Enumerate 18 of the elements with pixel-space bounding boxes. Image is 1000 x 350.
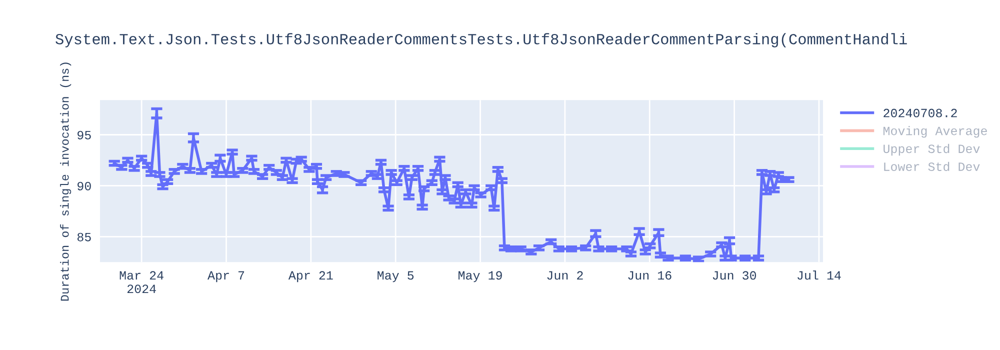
x-tick-label: Apr 21 xyxy=(288,271,333,282)
y-axis-title: Duration of single invocation (ns) xyxy=(60,62,72,301)
y-tick-label: 85 xyxy=(77,232,91,242)
chart-title: System.Text.Json.Tests.Utf8JsonReaderCommentsTests.Utf8JsonReaderCommentParsing(CommentHandli xyxy=(56,33,907,48)
x-tick-label: Apr 7 xyxy=(208,271,244,282)
legend-label: Upper Std Dev xyxy=(884,144,980,156)
x-tick-label: Mar 24 2024 xyxy=(120,271,164,294)
x-tick-label: Jun 30 xyxy=(712,271,756,280)
y-tick-label: 90 xyxy=(78,182,91,190)
legend-label: Moving Average xyxy=(884,126,987,138)
legend-label: 20240708.2 xyxy=(884,108,957,118)
x-tick-label: May 5 xyxy=(378,271,414,282)
y-tick-label: 95 xyxy=(78,130,91,140)
x-tick-label: Jun 2 xyxy=(547,271,583,280)
x-tick-label: Jul 14 xyxy=(798,270,841,280)
x-tick-label: Jun 16 xyxy=(628,271,672,280)
legend-label: Lower Std Dev xyxy=(884,162,980,172)
x-tick-label: May 19 xyxy=(458,271,502,282)
